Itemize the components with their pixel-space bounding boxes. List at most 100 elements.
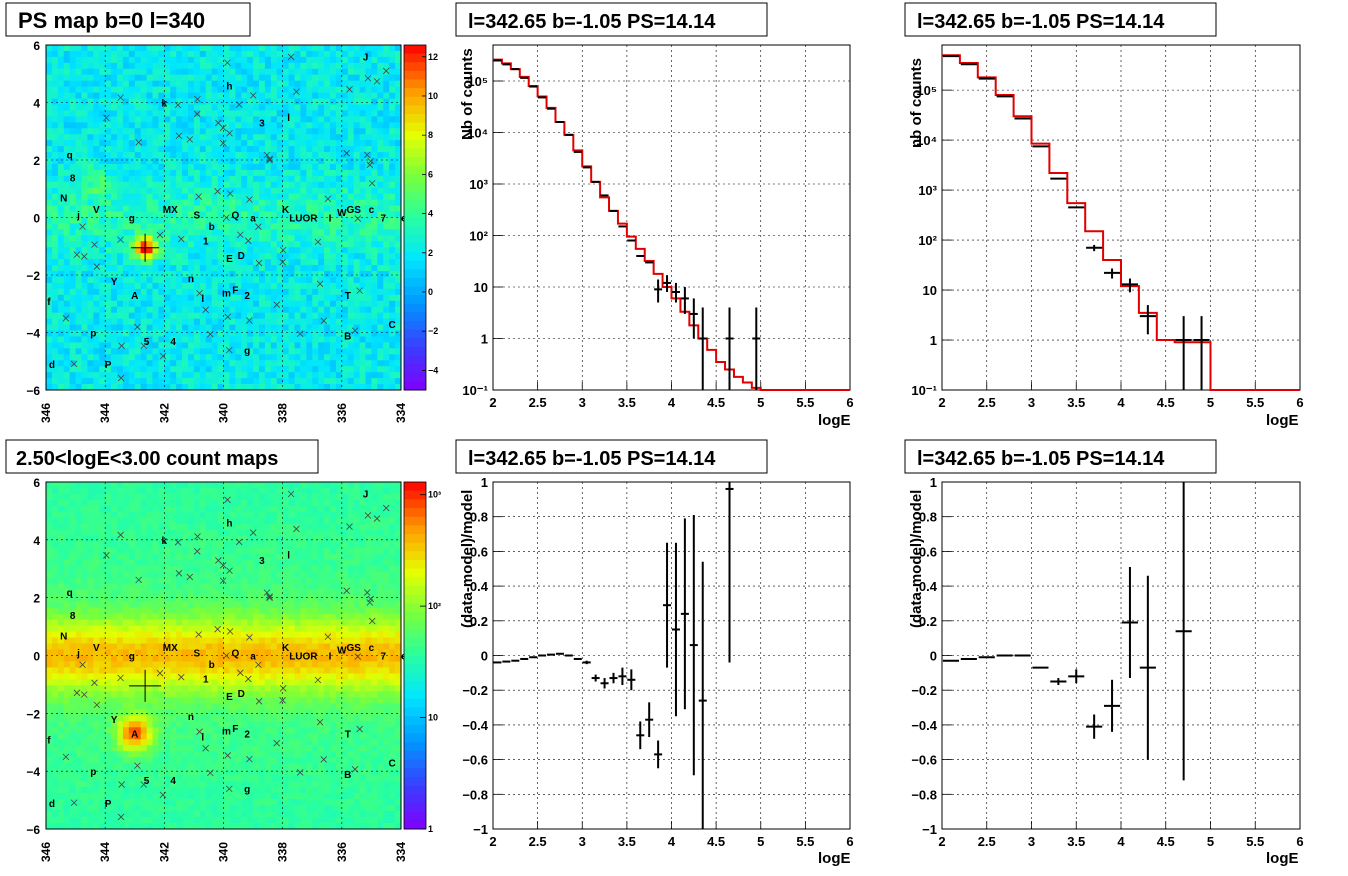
heatmap-cell [223,80,230,88]
heatmap-cell [93,235,100,242]
heatmap-cell [164,324,171,331]
heatmap-cell [57,50,65,58]
heatmap-cell [264,378,272,385]
heatmap-cell [294,565,301,573]
heatmap-cell [359,62,366,70]
heatmap-cell [152,45,159,52]
heatmap-cell [205,482,213,489]
heatmap-cell [182,134,189,141]
heatmap-cell [241,324,248,331]
heatmap-cell [294,199,301,207]
heatmap-cell [128,571,136,579]
heatmap-cell [312,493,319,501]
heatmap-cell [93,68,100,76]
heatmap-cell [223,86,230,93]
heatmap-cell [63,607,71,615]
heatmap-cell [199,559,207,567]
heatmap-cell [211,104,218,111]
heatmap-cell [69,523,76,531]
heatmap-cell [63,559,71,567]
heatmap-cell [170,366,177,373]
heatmap-cell [134,56,142,64]
colorbar-tick-label: 12 [428,52,438,62]
heatmap-cell [365,378,372,385]
heatmap-cell [335,193,343,201]
heatmap-cell [223,348,230,355]
heatmap-cell [105,577,112,585]
heatmap-cell [377,529,384,537]
heatmap-cell [146,134,153,141]
heatmap-cell [217,535,224,543]
heatmap-cell [359,372,366,379]
heatmap-cell [128,300,136,308]
heatmap-cell [188,253,195,260]
heatmap-cell [353,378,360,385]
heatmap-cell [223,499,230,507]
heatmap-cell [164,223,171,230]
heatmap-cell [199,199,207,207]
heatmap-cell [158,74,165,82]
heatmap-cell [211,541,218,549]
heatmap-cell [341,366,349,373]
heatmap-cell [359,122,366,129]
heatmap-cell [383,589,390,597]
heatmap-cell [365,517,372,525]
heatmap-cell [75,312,82,320]
colorbar-cell [404,243,426,253]
heatmap-cell [330,193,337,201]
heatmap-cell [170,110,177,117]
heatmap-cell [389,276,396,284]
heatmap-cell [117,384,124,391]
source-label: a [250,214,256,225]
heatmap-cell [318,56,325,64]
heatmap-cell [247,265,254,272]
heatmap-cell [347,523,355,531]
heatmap-cell [371,193,378,201]
heatmap-cell [223,158,230,165]
heatmap-cell [182,104,189,111]
heatmap-cell [300,152,307,159]
heatmap-cell [395,487,402,495]
heatmap-cell [371,223,378,230]
heatmap-cell [389,134,396,141]
heatmap-cell [140,187,147,195]
heatmap-cell [146,92,153,99]
heatmap-cell [182,384,189,391]
heatmap-cell [188,152,195,159]
heatmap-cell [276,229,284,236]
heatmap-cell [341,265,349,272]
heatmap-cell [51,487,59,495]
heatmap-cell [341,146,349,153]
heatmap-cell [170,265,177,272]
source-label: 7 [380,214,386,225]
heatmap-cell [117,253,124,260]
heatmap-cell [347,134,355,141]
heatmap-cell [140,56,147,64]
heatmap-cell [347,223,355,230]
heatmap-cell [87,306,94,314]
heatmap-cell [324,607,331,615]
heatmap-cell [335,134,343,141]
heatmap-cell [46,181,53,189]
source-marker [296,330,304,338]
heatmap-cell [282,271,289,278]
heatmap-cell [164,122,171,129]
heatmap-cell [276,553,284,561]
heatmap-cell [253,45,260,52]
heatmap-cell [330,122,337,129]
heatmap-cell [330,529,337,537]
heatmap-cell [324,529,331,537]
heatmap-cell [383,122,390,129]
heatmap-cell [170,541,177,549]
heatmap-cell [164,541,171,549]
heatmap-cell [306,487,313,495]
heatmap-cell [330,487,337,495]
heatmap-cell [134,565,142,573]
heatmap-cell [57,211,65,218]
heatmap-cell [282,288,289,296]
heatmap-cell [282,116,289,123]
heatmap-cell [241,62,248,70]
heatmap-cell [217,241,224,248]
heatmap-cell [57,487,65,495]
heatmap-cell [140,98,147,105]
